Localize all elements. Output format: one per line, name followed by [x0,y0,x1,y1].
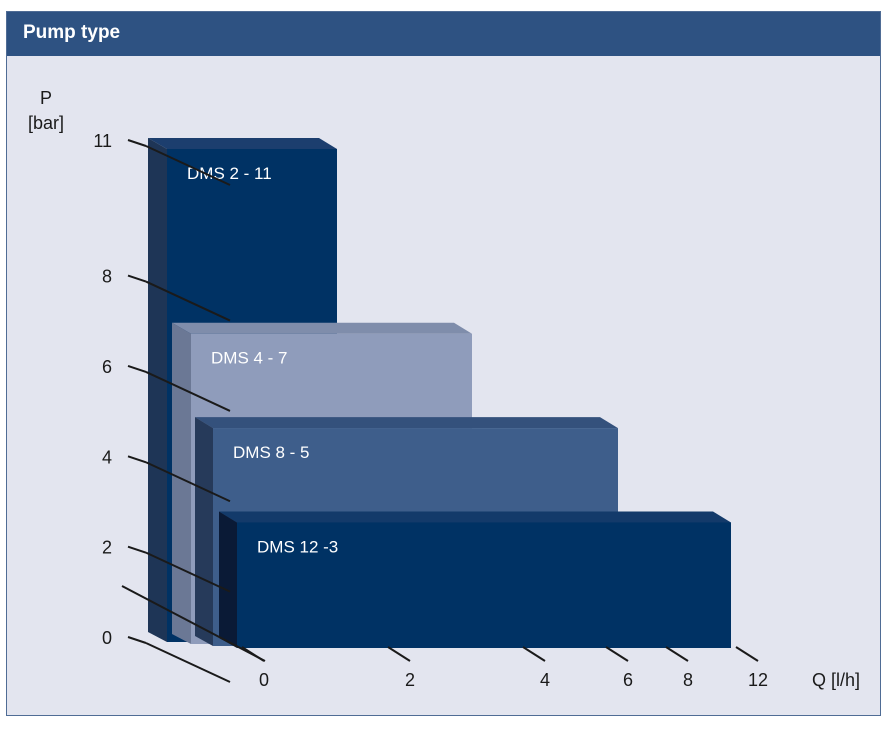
y-axis-label-unit: [bar] [28,113,64,133]
bar-side [172,322,191,644]
x-tick-mark [241,646,265,662]
y-grid-line [145,371,231,412]
bar-top [219,511,731,523]
y-tick-label: 4 [102,447,112,467]
x-tick-label: 12 [748,670,768,690]
bar-label: DMS 2 - 11 [187,164,272,183]
y-grid-line [145,145,231,186]
x-tick-label: 6 [623,670,633,690]
x-tick-mark [522,646,546,662]
bar-top [148,138,337,149]
bar-label: DMS 12 -3 [257,537,338,556]
x-tick-label: 0 [259,670,269,690]
y-tick-mark [127,364,147,373]
x-tick-mark [665,646,689,662]
panel-header: Pump type [7,12,880,56]
y-tick-label: 8 [102,267,112,287]
y-grid-line [145,551,231,593]
y-tick-label: 6 [102,357,112,377]
y-axis-label-symbol: P [40,88,52,108]
y-grid-line [145,461,231,503]
bars-layer: DMS 2 - 11 DMS 4 - 7 DMS 8 - 5 DMS 12 -3 [148,138,731,648]
y-tick-mark [127,545,147,554]
y-grid-line [145,642,231,683]
x-tick-label: 4 [540,670,550,690]
axes-layer: 0 2 4 6 8 11 0 2 4 6 8 12 P [bar] Q [l/h] [28,88,860,690]
y-tick-mark [127,455,147,464]
y-tick-label: 0 [102,628,112,648]
bar-label: DMS 8 - 5 [233,443,310,462]
y-tick-label: 2 [102,538,112,558]
x-tick-mark [605,646,629,662]
x-tick-mark [387,646,411,662]
bar-top [172,322,472,334]
x-tick-mark [735,646,759,662]
x-axis-label: Q [l/h] [812,670,860,690]
x-tick-label: 8 [683,670,693,690]
y-grid-line [145,280,231,322]
y-tick-label: 11 [93,131,112,151]
panel-title: Pump type [23,22,121,43]
bar-side [148,138,167,642]
bar-side [195,417,213,646]
bar-top [195,417,618,429]
y-tick-mark [127,274,147,283]
bar-dms-12-3 [237,522,731,648]
x-tick-label: 2 [405,670,415,690]
depth-axis [121,585,266,662]
y-tick-mark [127,636,147,644]
y-tick-mark [127,139,147,147]
bar-label: DMS 4 - 7 [211,349,288,368]
bar-side [219,511,237,648]
